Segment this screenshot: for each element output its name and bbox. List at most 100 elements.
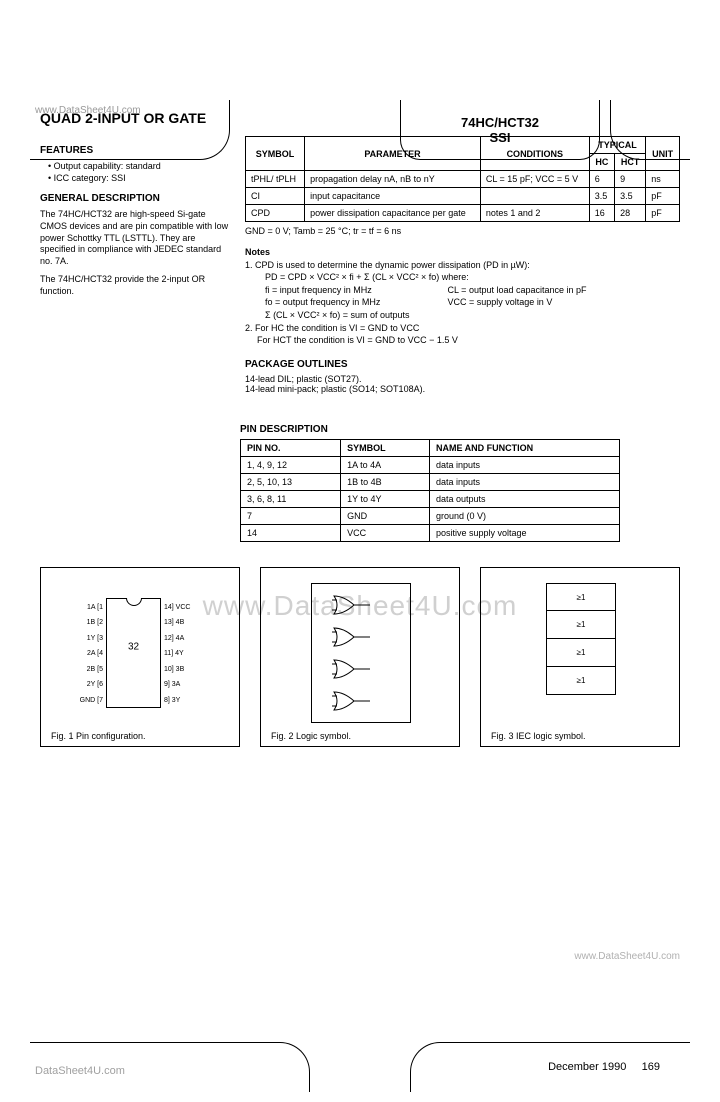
chip-outline: 32 <box>106 598 161 708</box>
cell: 3.5 <box>615 188 646 205</box>
gendesc-text: The 74HC/HCT32 are high-speed Si-gate CM… <box>40 209 230 267</box>
gendesc-label: GENERAL DESCRIPTION <box>40 192 230 205</box>
pkg-label: PACKAGE OUTLINES <box>245 359 680 370</box>
pin-label: 14] VCC <box>164 600 204 616</box>
pin-label: 1Y [3 <box>71 631 103 647</box>
note-1: 1. CPD is used to determine the dynamic … <box>245 259 680 272</box>
iec-gate: ≥1 <box>546 667 616 695</box>
watermark-br: www.DataSheet4U.com <box>574 951 680 962</box>
cell: 2, 5, 10, 13 <box>241 473 341 490</box>
parameter-table: SYMBOL PARAMETER CONDITIONS TYPICAL UNIT… <box>245 136 680 222</box>
th: SYMBOL <box>341 439 430 456</box>
iec-gate: ≥1 <box>546 583 616 611</box>
bottom-bar: December 1990 169 <box>30 1042 690 1092</box>
footer-date: December 1990 <box>548 1061 626 1073</box>
or-gate-icon <box>332 690 372 712</box>
cell: tPHL/ tPLH <box>246 171 305 188</box>
notes-title: Notes <box>245 246 680 259</box>
cell: CI <box>246 188 305 205</box>
table-row: tPHL/ tPLH propagation delay nA, nB to n… <box>246 171 680 188</box>
note-row: fo = output frequency in MHz VCC = suppl… <box>245 296 680 309</box>
cell: 1A to 4A <box>341 456 430 473</box>
cell: 9 <box>615 171 646 188</box>
left-column: FEATURES Output capability: standard ICC… <box>40 136 230 394</box>
cell: 3, 6, 8, 11 <box>241 490 341 507</box>
cell: power dissipation capacitance per gate <box>305 205 481 222</box>
pin-label: 1B [2 <box>71 615 103 631</box>
cell: input capacitance <box>305 188 481 205</box>
table-row: CPD power dissipation capacitance per ga… <box>246 205 680 222</box>
pkg-line2: 14-lead mini-pack; plastic (SO14; SOT108… <box>245 384 680 394</box>
cell: data inputs <box>429 473 619 490</box>
features-list: Output capability: standard ICC category… <box>40 161 230 184</box>
note-row: fi = input frequency in MHz CL = output … <box>245 284 680 297</box>
table-row: CI input capacitance 3.5 3.5 pF <box>246 188 680 205</box>
pin-label: GND [7 <box>71 693 103 709</box>
fig3-caption: Fig. 3 IEC logic symbol. <box>491 731 586 741</box>
iec-gate: ≥1 <box>546 611 616 639</box>
cell: notes 1 and 2 <box>480 205 589 222</box>
note-cell: fi = input frequency in MHz <box>265 284 445 297</box>
table-row: 1, 4, 9, 121A to 4Adata inputs <box>241 456 620 473</box>
th-typical: TYPICAL <box>589 137 645 154</box>
pins-right: 14] VCC 13] 4B 12] 4A 11] 4Y 10] 3B 9] 3… <box>164 600 204 709</box>
note-1f: Σ (CL × VCC² × fo) = sum of outputs <box>245 309 680 322</box>
fig2-caption: Fig. 2 Logic symbol. <box>271 731 351 741</box>
note-1a: PD = CPD × VCC² × fi + Σ (CL × VCC² × fo… <box>245 271 680 284</box>
cell: CL = 15 pF; VCC = 5 V <box>480 171 589 188</box>
page-content: QUAD 2-INPUT OR GATE FEATURES Output cap… <box>0 90 720 767</box>
watermark-bl: DataSheet4U.com <box>35 1065 125 1077</box>
pindesc-label: PIN DESCRIPTION <box>240 424 680 435</box>
figure-3: ≥1 ≥1 ≥1 ≥1 Fig. 3 IEC logic symbol. <box>480 567 680 747</box>
th-unit: UNIT <box>646 137 680 171</box>
footer-page: 169 <box>642 1061 660 1073</box>
pin-label: 13] 4B <box>164 615 204 631</box>
pin-label: 12] 4A <box>164 631 204 647</box>
right-column: SYMBOL PARAMETER CONDITIONS TYPICAL UNIT… <box>245 136 680 394</box>
cell: 1B to 4B <box>341 473 430 490</box>
cell: 3.5 <box>589 188 614 205</box>
pins-left: 1A [1 1B [2 1Y [3 2A [4 2B [5 2Y [6 GND … <box>71 600 103 709</box>
note-2a: For HCT the condition is VI = GND to VCC… <box>245 334 680 347</box>
conditions-line: GND = 0 V; Tamb = 25 °C; tr = tf = 6 ns <box>245 226 680 236</box>
features-label: FEATURES <box>40 144 230 157</box>
table-row: 2, 5, 10, 131B to 4Bdata inputs <box>241 473 620 490</box>
pin-label: 2A [4 <box>71 646 103 662</box>
gates-box <box>311 583 411 723</box>
pin-table: PIN NO. SYMBOL NAME AND FUNCTION 1, 4, 9… <box>240 439 620 542</box>
th: PIN NO. <box>241 439 341 456</box>
chip-label: 32 <box>128 642 139 653</box>
note-cell: fo = output frequency in MHz <box>265 296 445 309</box>
feature-item: ICC category: SSI <box>48 173 230 185</box>
cell: 1Y to 4Y <box>341 490 430 507</box>
th-symbol: SYMBOL <box>246 137 305 171</box>
th-hct: HCT <box>615 154 646 171</box>
iec-gate: ≥1 <box>546 639 616 667</box>
cell: VCC <box>341 524 430 541</box>
pin-label: 2Y [6 <box>71 677 103 693</box>
table-row: 14VCCpositive supply voltage <box>241 524 620 541</box>
cell: 7 <box>241 507 341 524</box>
table-row: 7GNDground (0 V) <box>241 507 620 524</box>
note-2: 2. For HC the condition is VI = GND to V… <box>245 322 680 335</box>
th-param: PARAMETER <box>305 137 481 171</box>
cell: positive supply voltage <box>429 524 619 541</box>
cell: propagation delay nA, nB to nY <box>305 171 481 188</box>
cell: 28 <box>615 205 646 222</box>
cell: pF <box>646 205 680 222</box>
cell: CPD <box>246 205 305 222</box>
or-gate-icon <box>332 626 372 648</box>
figure-2: Fig. 2 Logic symbol. <box>260 567 460 747</box>
cell: 1, 4, 9, 12 <box>241 456 341 473</box>
pin-label: 1A [1 <box>71 600 103 616</box>
th-hc: HC <box>589 154 614 171</box>
footer-box: December 1990 169 <box>410 1042 690 1092</box>
pin-label: 2B [5 <box>71 662 103 678</box>
gendesc-text2: The 74HC/HCT32 provide the 2-input OR fu… <box>40 274 230 297</box>
figure-1: 32 1A [1 1B [2 1Y [3 2A [4 2B [5 2Y [6 G… <box>40 567 240 747</box>
note-cell: VCC = supply voltage in V <box>448 297 553 307</box>
cell: 14 <box>241 524 341 541</box>
table-row: 3, 6, 8, 111Y to 4Ydata outputs <box>241 490 620 507</box>
cell <box>480 188 589 205</box>
fig1-caption: Fig. 1 Pin configuration. <box>51 731 146 741</box>
